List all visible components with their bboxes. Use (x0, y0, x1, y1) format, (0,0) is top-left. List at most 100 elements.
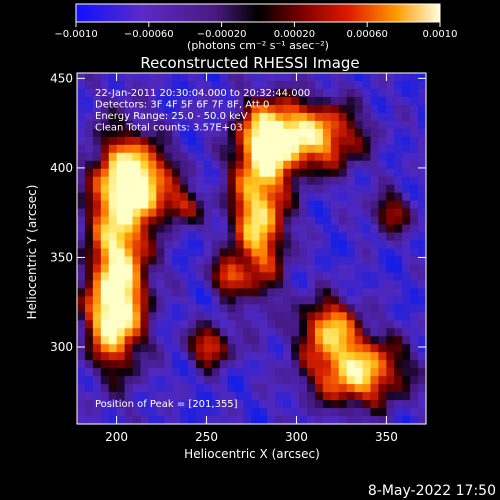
heatmap-cell (92, 368, 102, 377)
heatmap-cell (370, 73, 380, 82)
colorbar-ticks: −0.0010 −0.00060 −0.00020 0.00020 0.00060 0.0… (54, 22, 458, 40)
heatmap-cell (378, 368, 387, 377)
heatmap-cell (283, 312, 292, 321)
heatmap-cell (283, 184, 292, 194)
heatmap-cell (243, 328, 253, 337)
heatmap-cell (338, 416, 348, 425)
heatmap-cell (267, 232, 276, 242)
heatmap-cell (211, 272, 221, 282)
heatmap-cell (267, 240, 276, 250)
heatmap-cell (116, 304, 126, 313)
heatmap-cell (108, 224, 118, 234)
heatmap-cell (402, 216, 411, 226)
heatmap-cell (267, 168, 276, 178)
heatmap-cell (338, 112, 348, 122)
heatmap-cell (219, 112, 229, 122)
heatmap-cell (77, 128, 86, 138)
heatmap-cell (354, 80, 364, 90)
heatmap-cell (124, 144, 134, 154)
heatmap-cell (370, 320, 380, 329)
heatmap-cell (362, 328, 372, 337)
heatmap-cell (322, 320, 332, 329)
heatmap-cell (148, 400, 157, 409)
heatmap-cell (84, 280, 94, 289)
heatmap-cell (378, 80, 387, 90)
heatmap-cell (267, 128, 276, 138)
heatmap-cell (235, 400, 245, 409)
heatmap-cell (378, 304, 387, 313)
heatmap-cell (267, 112, 276, 122)
heatmap-cell (386, 184, 395, 194)
heatmap-cell (267, 328, 276, 337)
heatmap-cell (259, 312, 268, 321)
heatmap-cell (180, 312, 189, 321)
heatmap-cell (346, 184, 356, 194)
heatmap-cell (243, 160, 253, 170)
heatmap-cell (203, 248, 213, 258)
heatmap-cell (410, 144, 419, 154)
heatmap-cell (283, 296, 292, 305)
heatmap-cell (164, 216, 173, 226)
heatmap-cell (195, 312, 205, 321)
heatmap-cell (132, 128, 142, 138)
heatmap-cell (195, 288, 205, 297)
heatmap-cell (164, 256, 173, 266)
heatmap-cell (386, 144, 395, 154)
heatmap-cell (100, 368, 110, 377)
heatmap-cell (330, 336, 340, 345)
heatmap-cell (219, 392, 229, 401)
heatmap-cell (188, 264, 197, 274)
heatmap-cell (418, 352, 427, 361)
heatmap-cell (140, 88, 149, 98)
heatmap-cell (124, 232, 134, 242)
heatmap-cell (259, 336, 268, 345)
heatmap-cell (322, 368, 332, 377)
heatmap-cell (164, 416, 173, 425)
heatmap-cell (140, 368, 149, 377)
heatmap-cell (410, 112, 419, 122)
heatmap-cell (148, 88, 157, 98)
heatmap-cell (148, 376, 157, 385)
heatmap-cell (188, 320, 197, 329)
heatmap-cell (354, 224, 364, 234)
heatmap-cell (386, 312, 395, 321)
heatmap-cell (338, 320, 348, 329)
heatmap-cell (100, 96, 110, 106)
heatmap-cell (219, 120, 229, 130)
heatmap-cell (108, 384, 118, 393)
heatmap-cell (251, 400, 261, 409)
heatmap-cell (203, 384, 213, 393)
heatmap-cell (370, 264, 380, 274)
heatmap-cell (84, 192, 94, 202)
heatmap-cell (394, 144, 403, 154)
heatmap-cell (132, 136, 142, 146)
y-tick-label: 300 (50, 340, 73, 354)
heatmap-cell (140, 280, 149, 289)
heatmap-cell (164, 408, 173, 417)
heatmap-cell (386, 344, 395, 353)
heatmap-cell (100, 320, 110, 329)
heatmap-cell (227, 104, 237, 114)
heatmap-cell (219, 208, 229, 218)
heatmap-cell (283, 352, 292, 361)
heatmap-cell (283, 328, 292, 337)
heatmap-cell (140, 304, 149, 313)
heatmap-cell (219, 216, 229, 226)
heatmap-cell (219, 384, 229, 393)
heatmap-cell (291, 288, 300, 297)
heatmap-cell (92, 168, 102, 178)
heatmap-cell (108, 256, 118, 266)
heatmap-cell (195, 120, 205, 130)
heatmap-cell (92, 176, 102, 186)
heatmap-cell (164, 344, 173, 353)
heatmap-cell (180, 296, 189, 305)
heatmap-cell (148, 224, 157, 234)
heatmap-cell (243, 73, 253, 82)
heatmap-cell (275, 80, 284, 90)
heatmap-cell (219, 296, 229, 305)
heatmap-cell (259, 144, 268, 154)
heatmap-cell (108, 304, 118, 313)
heatmap-cell (84, 360, 94, 369)
heatmap-cell (275, 152, 284, 162)
heatmap-cell (386, 400, 395, 409)
